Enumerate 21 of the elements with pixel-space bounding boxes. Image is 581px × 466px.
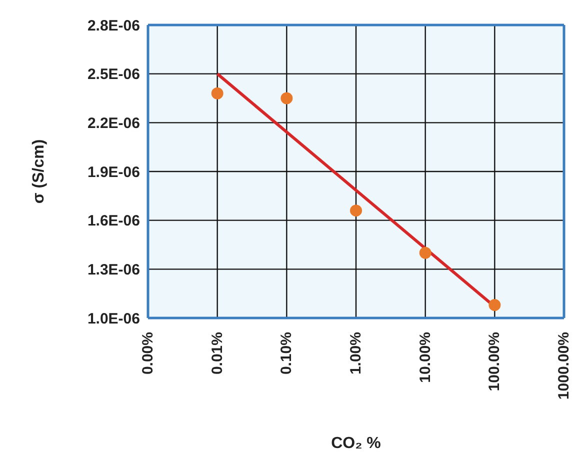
y-tick-label: 1.3E-06 xyxy=(87,261,140,278)
y-tick-label: 2.2E-06 xyxy=(87,114,140,132)
x-tick-label: 1.00% xyxy=(348,332,364,375)
x-tick-label: 10.00% xyxy=(416,332,434,383)
y-axis-title: σ (S/cm) xyxy=(30,139,48,204)
y-tick-label: 1.6E-06 xyxy=(87,212,140,230)
point xyxy=(211,87,224,100)
point xyxy=(419,246,432,259)
x-tick-label: 0.00% xyxy=(140,332,156,375)
point xyxy=(280,92,293,104)
x-axis-title: CO₂ % xyxy=(331,435,381,452)
y-tick-label: 1.9E-06 xyxy=(87,164,140,181)
y-tick-label: 2.8E-06 xyxy=(87,17,140,34)
x-tick-label: 0.10% xyxy=(278,332,296,375)
x-tick-label: 1000.00% xyxy=(556,332,572,400)
x-tick-label: 100.00% xyxy=(486,332,504,392)
y-tick-label: 2.5E-06 xyxy=(87,66,140,84)
x-tick-label: 0.01% xyxy=(208,332,226,375)
y-tick-label: 1.0E-06 xyxy=(87,310,140,328)
point xyxy=(350,204,362,217)
point xyxy=(488,298,501,311)
